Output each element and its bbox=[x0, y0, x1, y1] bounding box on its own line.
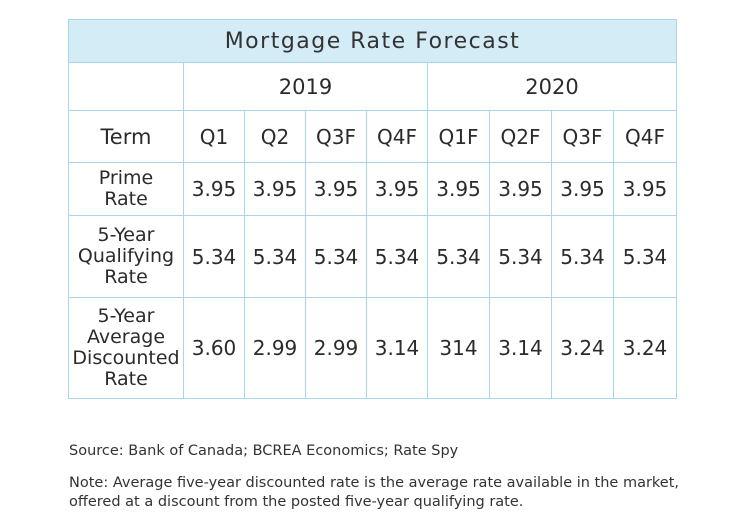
table-cell: 3.14 bbox=[489, 297, 552, 399]
table-cell: 3.95 bbox=[305, 162, 367, 216]
row-label-line: 5-Year bbox=[97, 305, 155, 327]
table-cell: 2.99 bbox=[305, 297, 367, 399]
row-label-discounted-rate: 5-Year Average Discounted Rate bbox=[68, 297, 184, 399]
table-title: Mortgage Rate Forecast bbox=[67, 19, 678, 63]
year-row: 2019 2020 bbox=[68, 62, 678, 111]
row-label-line: Discounted bbox=[72, 347, 180, 369]
table-cell: 5.34 bbox=[551, 215, 614, 298]
table-cell: 5.34 bbox=[366, 215, 428, 298]
table-cell: 5.34 bbox=[244, 215, 306, 298]
table-cell: 3.95 bbox=[551, 162, 614, 216]
table-cell: 3.14 bbox=[366, 297, 428, 399]
year-corner-cell bbox=[68, 62, 184, 111]
mortgage-rate-forecast-table: Mortgage Rate Forecast 2019 2020 Term Q1… bbox=[67, 19, 678, 399]
row-label-line: 5-Year bbox=[97, 224, 155, 246]
title-row: Mortgage Rate Forecast bbox=[67, 19, 678, 63]
table-cell: 3.24 bbox=[612, 297, 678, 399]
col-header-q1-2019: Q1 bbox=[183, 110, 245, 163]
table-cell: 5.34 bbox=[305, 215, 367, 298]
table-cell: 5.34 bbox=[427, 215, 490, 298]
table-row-qualifying-rate: 5-Year Qualifying Rate 5.34 5.34 5.34 5.… bbox=[68, 215, 678, 298]
year-2019: 2019 bbox=[183, 62, 428, 111]
table-cell: 3.95 bbox=[612, 162, 678, 216]
row-label-line: Rate bbox=[104, 266, 148, 288]
table-row-prime-rate: Prime Rate 3.95 3.95 3.95 3.95 3.95 3.95… bbox=[68, 162, 678, 216]
table-cell: 3.95 bbox=[183, 162, 245, 216]
table-cell: 314 bbox=[427, 297, 490, 399]
table-cell: 2.99 bbox=[244, 297, 306, 399]
row-label-prime-rate: Prime Rate bbox=[68, 162, 184, 216]
col-header-q2f-2020: Q2F bbox=[489, 110, 552, 163]
table-cell: 3.95 bbox=[244, 162, 306, 216]
col-header-q4f-2019: Q4F bbox=[366, 110, 428, 163]
table-cell: 3.24 bbox=[551, 297, 614, 399]
table-cell: 5.34 bbox=[612, 215, 678, 298]
row-label-line: Average bbox=[86, 326, 166, 348]
col-header-q3f-2020: Q3F bbox=[551, 110, 614, 163]
year-2020: 2020 bbox=[426, 62, 678, 111]
row-label-line: Prime bbox=[98, 167, 154, 189]
table-cell: 3.95 bbox=[427, 162, 490, 216]
table-row-discounted-rate: 5-Year Average Discounted Rate 3.60 2.99… bbox=[68, 297, 678, 399]
table-cell: 3.95 bbox=[366, 162, 428, 216]
row-label-line: Rate bbox=[104, 368, 148, 390]
term-header: Term bbox=[68, 110, 184, 163]
col-header-q3f-2019: Q3F bbox=[305, 110, 367, 163]
row-label-line: Rate bbox=[104, 188, 148, 210]
col-header-q2-2019: Q2 bbox=[244, 110, 306, 163]
table-cell: 3.95 bbox=[489, 162, 552, 216]
source-note: Source: Bank of Canada; BCREA Economics;… bbox=[69, 443, 459, 459]
table-cell: 5.34 bbox=[489, 215, 552, 298]
row-label-qualifying-rate: 5-Year Qualifying Rate bbox=[68, 215, 184, 298]
table-cell: 5.34 bbox=[183, 215, 245, 298]
table-cell: 3.60 bbox=[183, 297, 245, 399]
footnote: Note: Average five-year discounted rate … bbox=[69, 475, 680, 510]
col-header-q1f-2020: Q1F bbox=[427, 110, 490, 163]
row-label-line: Qualifying bbox=[77, 245, 175, 267]
col-header-q4f-2020: Q4F bbox=[612, 110, 678, 163]
quarter-header-row: Term Q1 Q2 Q3F Q4F Q1F Q2F Q3F Q4F bbox=[68, 110, 678, 163]
forecast-table: Mortgage Rate Forecast 2019 2020 Term Q1… bbox=[67, 19, 678, 399]
